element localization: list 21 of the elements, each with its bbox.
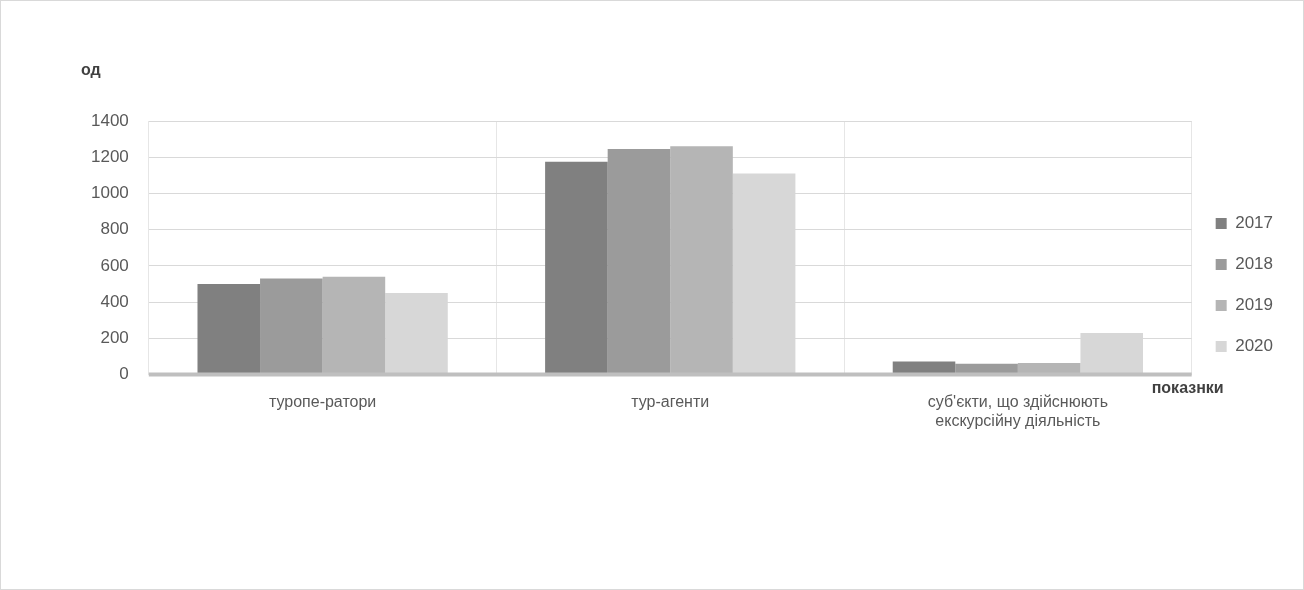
legend-label: 2020 bbox=[1235, 336, 1274, 356]
bar bbox=[260, 278, 323, 375]
y-tick-label: 1400 bbox=[90, 110, 129, 130]
x-tick-label: туропе-ратори bbox=[268, 392, 377, 410]
legend-label: 2019 bbox=[1235, 295, 1274, 315]
bar bbox=[545, 161, 608, 375]
y-tick-label: 0 bbox=[119, 364, 129, 384]
y-tick-label: 400 bbox=[100, 291, 129, 311]
bar bbox=[607, 149, 671, 375]
y-tick-label: 1000 bbox=[90, 183, 129, 203]
x-tick-label: суб'єкти, що здійснюють екскурсійну діяльність bbox=[927, 392, 1108, 429]
y-tick-label: 200 bbox=[100, 328, 129, 348]
bar bbox=[197, 284, 261, 375]
legend-label: 2017 bbox=[1235, 213, 1274, 233]
y-tick-label: 1200 bbox=[90, 146, 129, 166]
x-tick-label: тур-агенти bbox=[631, 392, 710, 410]
x-axis-title: показнки bbox=[1151, 379, 1224, 397]
y-tick-label: 800 bbox=[100, 219, 129, 239]
y-tick-label: 600 bbox=[100, 255, 129, 275]
legend-label: 2018 bbox=[1235, 254, 1274, 274]
y-axis-title: од bbox=[81, 61, 101, 79]
